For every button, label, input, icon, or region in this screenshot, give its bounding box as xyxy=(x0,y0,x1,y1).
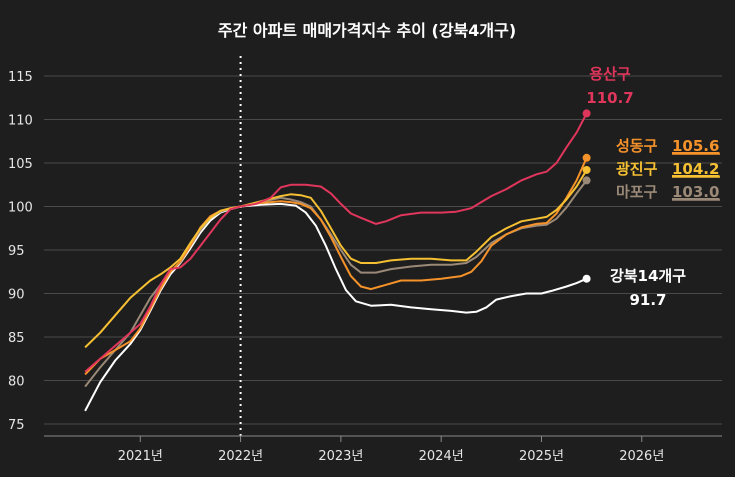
axes: 75 80 85 90 95 100 105 110 115 2021년 2022년 2023년 202… xyxy=(8,70,722,464)
x-tick-label: 2023년 xyxy=(318,449,363,464)
end-labels: 용산구 110.7 성동구 105.6 광진구 104.2 마포구 103.0 강북14개구 91… xyxy=(586,65,720,309)
series-lines xyxy=(84,109,591,412)
series-line-광진구 xyxy=(84,169,588,349)
y-tick-label: 75 xyxy=(8,418,25,433)
y-tick-label: 100 xyxy=(8,201,33,216)
end-point-용산구 xyxy=(582,109,591,118)
end-label-name: 광진구 xyxy=(616,160,658,178)
end-label-value: 104.2 xyxy=(672,160,719,178)
chart-title: 주간 아파트 매매가격지수 추이 (강북4개구) xyxy=(218,21,516,40)
grid-lines xyxy=(44,75,722,425)
end-point-성동구 xyxy=(582,153,591,162)
end-point-광진구 xyxy=(582,165,591,174)
y-tick-label: 115 xyxy=(8,70,33,85)
y-tick-label: 80 xyxy=(8,375,25,390)
end-label-value: 105.6 xyxy=(672,137,719,155)
series-line-강북14개구 xyxy=(84,202,588,412)
x-tick-label: 2021년 xyxy=(118,449,163,464)
end-label-value: 103.0 xyxy=(672,183,719,201)
x-tick-label: 2022년 xyxy=(218,449,263,464)
end-label-name: 성동구 xyxy=(616,137,658,155)
y-tick-label: 110 xyxy=(8,114,33,129)
end-label-value: 110.7 xyxy=(586,89,633,107)
x-tick-label: 2024년 xyxy=(419,449,464,464)
series-line-성동구 xyxy=(84,157,588,376)
y-tick-label: 95 xyxy=(8,244,25,259)
x-tick-label: 2026년 xyxy=(619,449,664,464)
x-tick-label: 2025년 xyxy=(519,449,564,464)
end-label-value: 91.7 xyxy=(629,291,666,309)
end-point-마포구 xyxy=(582,176,591,185)
end-label-name: 강북14개구 xyxy=(610,267,686,285)
end-label-name: 용산구 xyxy=(589,65,631,83)
y-tick-label: 105 xyxy=(8,157,33,172)
y-tick-label: 90 xyxy=(8,288,25,303)
end-point-강북14개구 xyxy=(582,274,591,283)
series-line-용산구 xyxy=(84,112,588,373)
end-label-name: 마포구 xyxy=(616,183,658,201)
y-tick-label: 85 xyxy=(8,331,25,346)
